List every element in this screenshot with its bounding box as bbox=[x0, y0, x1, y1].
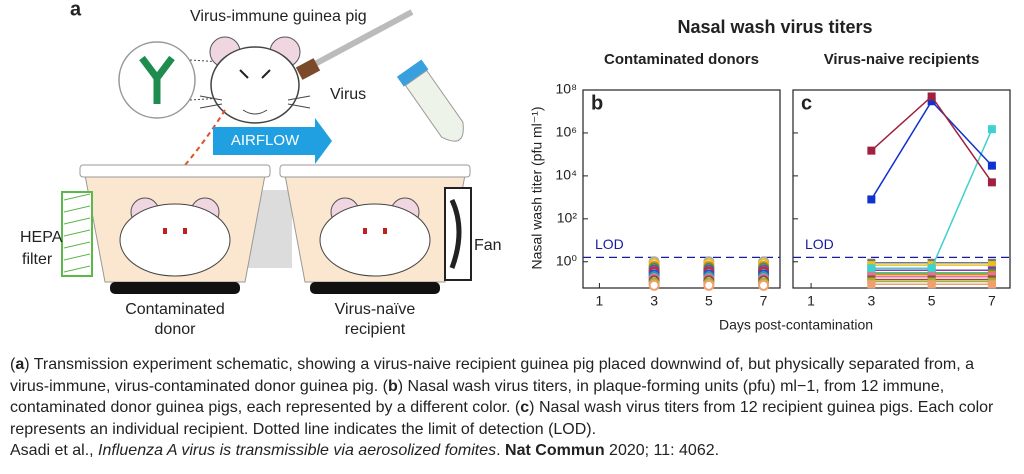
marker bbox=[927, 264, 936, 273]
x-tick-label: 1 bbox=[596, 293, 604, 309]
marker bbox=[927, 280, 936, 289]
text: b bbox=[387, 377, 398, 395]
caption-paragraph: (a) Transmission experiment schematic, s… bbox=[10, 354, 1015, 440]
eyes bbox=[163, 228, 387, 234]
marker bbox=[987, 261, 996, 270]
plot-frame bbox=[582, 89, 781, 289]
x-tick-label: 3 bbox=[650, 293, 658, 309]
x-tick-label: 3 bbox=[867, 293, 875, 309]
marker bbox=[987, 125, 996, 134]
marker bbox=[648, 279, 660, 291]
marker bbox=[987, 161, 996, 170]
y-tick-label: 10⁸ bbox=[556, 81, 578, 97]
panel-title: Virus-naive recipients bbox=[824, 51, 980, 68]
label: AIRFLOW bbox=[231, 132, 300, 149]
marker bbox=[703, 279, 715, 291]
brush bbox=[298, 9, 414, 75]
x-tick-label: 5 bbox=[928, 293, 936, 309]
y-axis-label: Nasal wash titer (pfu ml⁻¹) bbox=[529, 107, 545, 270]
recipient-pig bbox=[319, 203, 431, 277]
donor-pig bbox=[119, 203, 231, 277]
lod-label: LOD bbox=[595, 236, 624, 252]
text: Asadi et al., bbox=[10, 442, 99, 460]
guinea-pig-head bbox=[210, 46, 300, 124]
label: donor bbox=[155, 321, 197, 338]
label: Virus-immune guinea pig bbox=[190, 8, 367, 25]
x-axis-label: Days post-contamination bbox=[719, 317, 873, 333]
citation: Asadi et al., Influenza A virus is trans… bbox=[10, 440, 1015, 462]
hepa-filter bbox=[61, 191, 93, 277]
text: . bbox=[496, 442, 506, 460]
label: filter bbox=[22, 251, 53, 268]
filter-hatch bbox=[63, 193, 91, 273]
y-tick-label: 10⁶ bbox=[556, 124, 577, 140]
x-tick-label: 7 bbox=[988, 293, 996, 309]
label: Virus bbox=[330, 86, 366, 103]
base bbox=[110, 282, 240, 294]
marker bbox=[758, 279, 770, 291]
lid bbox=[279, 164, 471, 178]
panel-title: Contaminated donors bbox=[604, 51, 759, 68]
series-line bbox=[871, 128, 993, 269]
text: c bbox=[520, 399, 530, 417]
marker bbox=[867, 195, 876, 204]
label: Fan bbox=[474, 237, 502, 254]
chart-title: Nasal wash virus titers bbox=[677, 17, 872, 37]
base bbox=[310, 282, 440, 294]
y-tick-label: 10⁴ bbox=[555, 167, 577, 183]
y-tick-label: 10² bbox=[557, 210, 578, 226]
tube bbox=[396, 59, 464, 142]
marker bbox=[987, 280, 996, 289]
label: Contaminated bbox=[125, 301, 225, 318]
x-tick-label: 5 bbox=[705, 293, 713, 309]
figure: a Virus-immune guinea pig Virus AIRFLOW bbox=[20, 0, 1011, 338]
label: HEPA bbox=[20, 229, 63, 246]
marker bbox=[867, 264, 876, 273]
y-tick-label: 10⁰ bbox=[556, 252, 578, 268]
marker bbox=[987, 178, 996, 187]
x-tick-label: 7 bbox=[760, 293, 768, 309]
panel-letter: b bbox=[591, 92, 603, 114]
lid bbox=[79, 164, 271, 178]
tube-body bbox=[404, 69, 464, 142]
marker bbox=[867, 146, 876, 155]
antibody bbox=[139, 55, 175, 104]
plot-frame bbox=[792, 89, 1011, 289]
fan-blade bbox=[449, 198, 462, 269]
text: 2020; 11: 4062. bbox=[604, 442, 720, 460]
text: a bbox=[15, 356, 25, 373]
x-tick-label: 1 bbox=[807, 293, 815, 309]
lod-label: LOD bbox=[805, 236, 834, 252]
whiskers bbox=[199, 95, 311, 115]
text: Nat Commun bbox=[505, 442, 605, 460]
label: recipient bbox=[345, 321, 406, 338]
caption: (a) Transmission experiment schematic, s… bbox=[10, 354, 1015, 462]
text: Influenza A virus is transmissible via a… bbox=[98, 442, 497, 460]
panel-letter: c bbox=[801, 92, 812, 114]
text: ) Nasal wash virus titers from 12 recipi… bbox=[10, 399, 994, 438]
series-line bbox=[870, 99, 993, 200]
brush-tip bbox=[295, 58, 321, 80]
transfer-arrow bbox=[164, 109, 226, 189]
eyes bbox=[239, 69, 271, 79]
label: Virus-naïve bbox=[335, 301, 416, 318]
panel-letter: a bbox=[70, 0, 82, 20]
schematic: a Virus-immune guinea pig Virus AIRFLOW bbox=[20, 0, 502, 338]
airflow-arrow bbox=[213, 118, 332, 164]
text: ) Nasal wash virus titers, in plaque-for… bbox=[10, 377, 945, 417]
text: ( bbox=[10, 356, 16, 373]
marker bbox=[927, 92, 936, 101]
marker bbox=[867, 280, 876, 289]
zoom-lines bbox=[189, 59, 223, 101]
tube-cap bbox=[396, 59, 429, 87]
marker bbox=[927, 97, 936, 106]
text: ) Transmission experiment schematic, sho… bbox=[10, 356, 975, 395]
